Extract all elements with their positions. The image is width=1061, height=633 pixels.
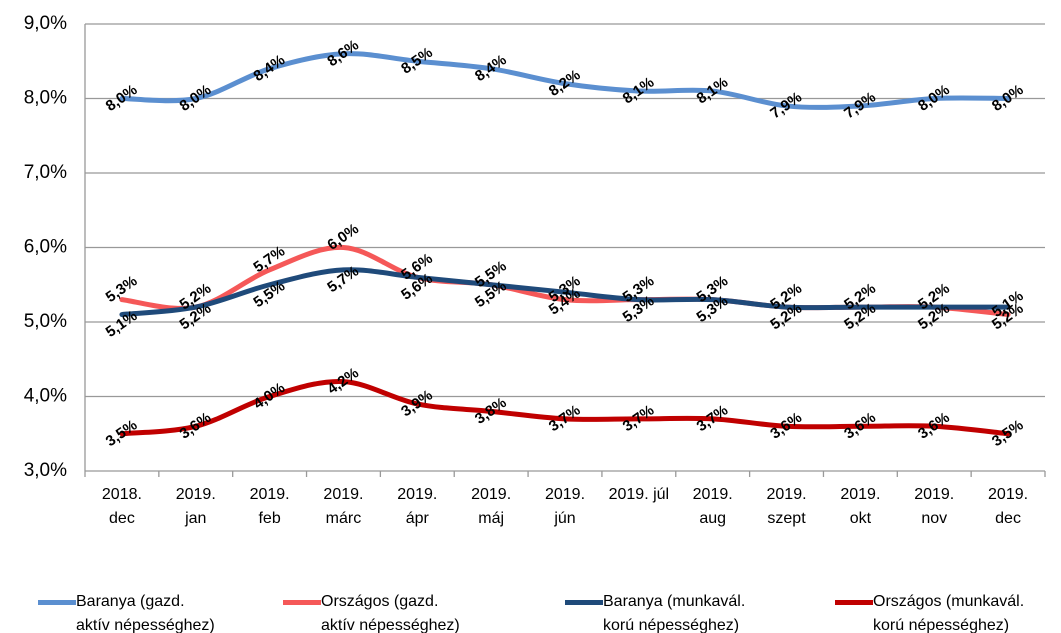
data-label: 7,9% [841, 89, 879, 123]
x-tick-label: 2019. ápr [397, 486, 438, 527]
data-label: 4,2% [324, 364, 362, 398]
x-tick-label: 2019. jún [544, 486, 586, 527]
x-tick-label: 2019. szept [766, 486, 807, 527]
data-label: 3,8% [472, 394, 510, 428]
x-tick-label: 2019. dec [988, 486, 1029, 527]
data-label: 3,6% [915, 409, 953, 443]
x-tick-label: 2019. jan [175, 486, 216, 527]
y-tick-label: 6,0% [24, 237, 67, 258]
x-tick-label: 2019. nov [914, 486, 955, 527]
x-tick-label: 2019. aug [692, 486, 733, 527]
legend-item: Baranya (gazd. aktív népességhez) [38, 590, 215, 633]
data-label: 3,6% [177, 409, 215, 443]
legend-label: Baranya (gazd. aktív népességhez) [76, 593, 215, 633]
y-tick-label: 7,0% [24, 162, 67, 183]
x-tick-label: 2019. júl [608, 486, 670, 503]
data-label: 3,6% [841, 409, 879, 443]
y-tick-label: 8,0% [24, 88, 67, 109]
legend-swatch [565, 600, 603, 605]
y-tick-label: 9,0% [24, 13, 67, 34]
x-tick-label: 2018. dec [101, 486, 142, 527]
legend-item: Országos (munkavál. korú népességhez) [835, 590, 1024, 633]
data-label: 3,9% [398, 387, 436, 421]
data-label: 8,4% [250, 51, 288, 85]
legend-swatch [38, 600, 76, 605]
data-label: 4,0% [250, 379, 288, 413]
data-label: 3,6% [767, 409, 805, 443]
data-label: 8,6% [324, 37, 362, 71]
y-tick-label: 4,0% [24, 386, 67, 407]
legend-swatch [283, 600, 321, 605]
legend-label: Baranya (munkavál. korú népességhez) [603, 593, 746, 633]
data-label: 3,7% [694, 402, 732, 436]
legend-label: Országos (munkavál. korú népességhez) [873, 593, 1025, 633]
data-label: 8,0% [103, 81, 141, 115]
data-label: 8,1% [694, 74, 732, 108]
data-label: 3,7% [546, 402, 584, 436]
y-tick-label: 3,0% [24, 460, 67, 481]
series-line [119, 267, 1011, 318]
series-line [119, 51, 1011, 110]
data-label: 8,4% [472, 51, 510, 85]
data-label: 3,7% [620, 402, 658, 436]
data-label: 7,9% [767, 89, 805, 123]
y-tick-label: 5,0% [24, 311, 67, 332]
data-label: 8,5% [398, 44, 436, 78]
legend-label: Országos (gazd. aktív népességhez) [321, 593, 460, 633]
series-line [119, 379, 1011, 437]
x-tick-label: 2019. feb [249, 486, 290, 527]
legend-swatch [835, 600, 873, 605]
legend-item: Országos (gazd. aktív népességhez) [283, 590, 460, 633]
data-label: 8,2% [546, 66, 584, 100]
x-tick-label: 2019. okt [840, 486, 881, 527]
x-tick-label: 2019. márc [323, 486, 364, 527]
x-tick-label: 2019. máj [471, 486, 512, 527]
data-label: 3,5% [103, 417, 141, 451]
data-label: 3,5% [989, 417, 1027, 451]
data-label: 8,0% [915, 81, 953, 115]
data-label: 8,0% [989, 81, 1027, 115]
data-label: 8,1% [620, 74, 658, 108]
data-label: 8,0% [177, 81, 215, 115]
legend-item: Baranya (munkavál. korú népességhez) [565, 590, 745, 633]
